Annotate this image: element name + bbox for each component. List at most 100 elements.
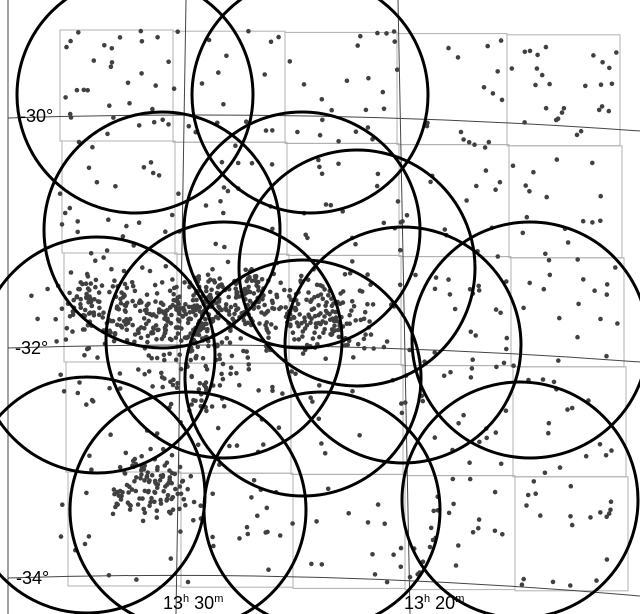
object-point [150,106,155,112]
object-point [613,265,618,270]
object-point [302,319,308,324]
object-point [141,316,147,321]
object-point [87,453,92,459]
object-point [524,214,530,220]
object-point [206,343,211,349]
object-point [446,510,452,516]
object-point [213,241,218,247]
object-point [547,272,553,278]
pointing-circle [190,0,430,215]
object-point [64,44,69,50]
object-point [329,303,335,309]
object-point [276,34,281,40]
object-point [470,357,476,363]
object-point [76,286,81,292]
object-point [590,160,595,166]
object-point [277,533,283,538]
object-point [384,31,389,36]
object-point [96,312,102,318]
object-point [108,432,113,438]
object-point [358,33,363,39]
object-point [306,312,311,318]
object-point [137,308,143,314]
object-point [171,86,177,91]
object-point [171,285,177,291]
object-point [221,404,227,409]
object-point [67,111,73,117]
object-point [606,511,612,516]
object-point [216,70,221,75]
object-point [569,522,575,528]
object-point [527,280,532,286]
object-point [77,380,82,385]
object-point [152,490,158,496]
object-point [442,227,448,232]
object-point [349,299,355,304]
object-point [173,486,178,492]
object-point [223,302,229,307]
object-point [336,139,341,144]
object-point [245,531,251,537]
object-point [226,308,232,314]
ra-label-13h20m: 13h 20m [404,593,464,613]
object-point [170,382,176,388]
object-point [565,240,571,245]
object-point [608,499,614,505]
object-point [148,446,153,452]
object-point [561,106,567,111]
object-point [86,346,92,351]
object-point [316,303,321,308]
object-point [230,316,235,322]
object-point [29,293,34,299]
object-point [124,482,130,488]
object-point [519,582,525,587]
pointing-circle [104,220,344,460]
object-point [150,170,156,176]
object-point [219,340,225,345]
object-point [244,524,250,530]
object-point [173,357,179,363]
ra-hours-unit: h [424,593,431,605]
object-point [338,291,343,296]
object-point [547,81,552,87]
object-point [176,191,181,196]
object-point [141,165,147,170]
object-point [300,329,306,334]
object-point [398,545,404,551]
object-point [124,285,130,291]
object-point [220,376,226,382]
object-point [78,301,83,307]
object-point [320,296,326,302]
object-point [196,387,202,392]
object-point [196,274,202,279]
object-point [82,541,88,547]
object-point [261,442,266,447]
object-point [190,297,196,303]
object-point [322,314,327,319]
object-point [188,473,194,479]
object-point [591,53,596,58]
object-point [270,388,275,394]
object-point [469,366,475,371]
object-point [324,300,329,305]
object-point [138,335,144,341]
object-point [173,325,179,330]
object-point [183,302,188,307]
object-point [221,102,226,107]
object-point [375,171,381,177]
object-point [413,272,418,278]
object-point [146,353,152,358]
object-point [182,308,187,313]
object-point [190,309,196,315]
object-point [118,497,124,502]
object-point [203,385,209,391]
object-point [88,281,94,286]
object-point [256,305,261,310]
object-point [123,450,129,456]
object-point [433,275,439,280]
object-point [604,557,610,562]
object-point [266,335,271,341]
object-point [152,499,157,505]
object-point [476,517,482,522]
object-point [304,297,309,303]
